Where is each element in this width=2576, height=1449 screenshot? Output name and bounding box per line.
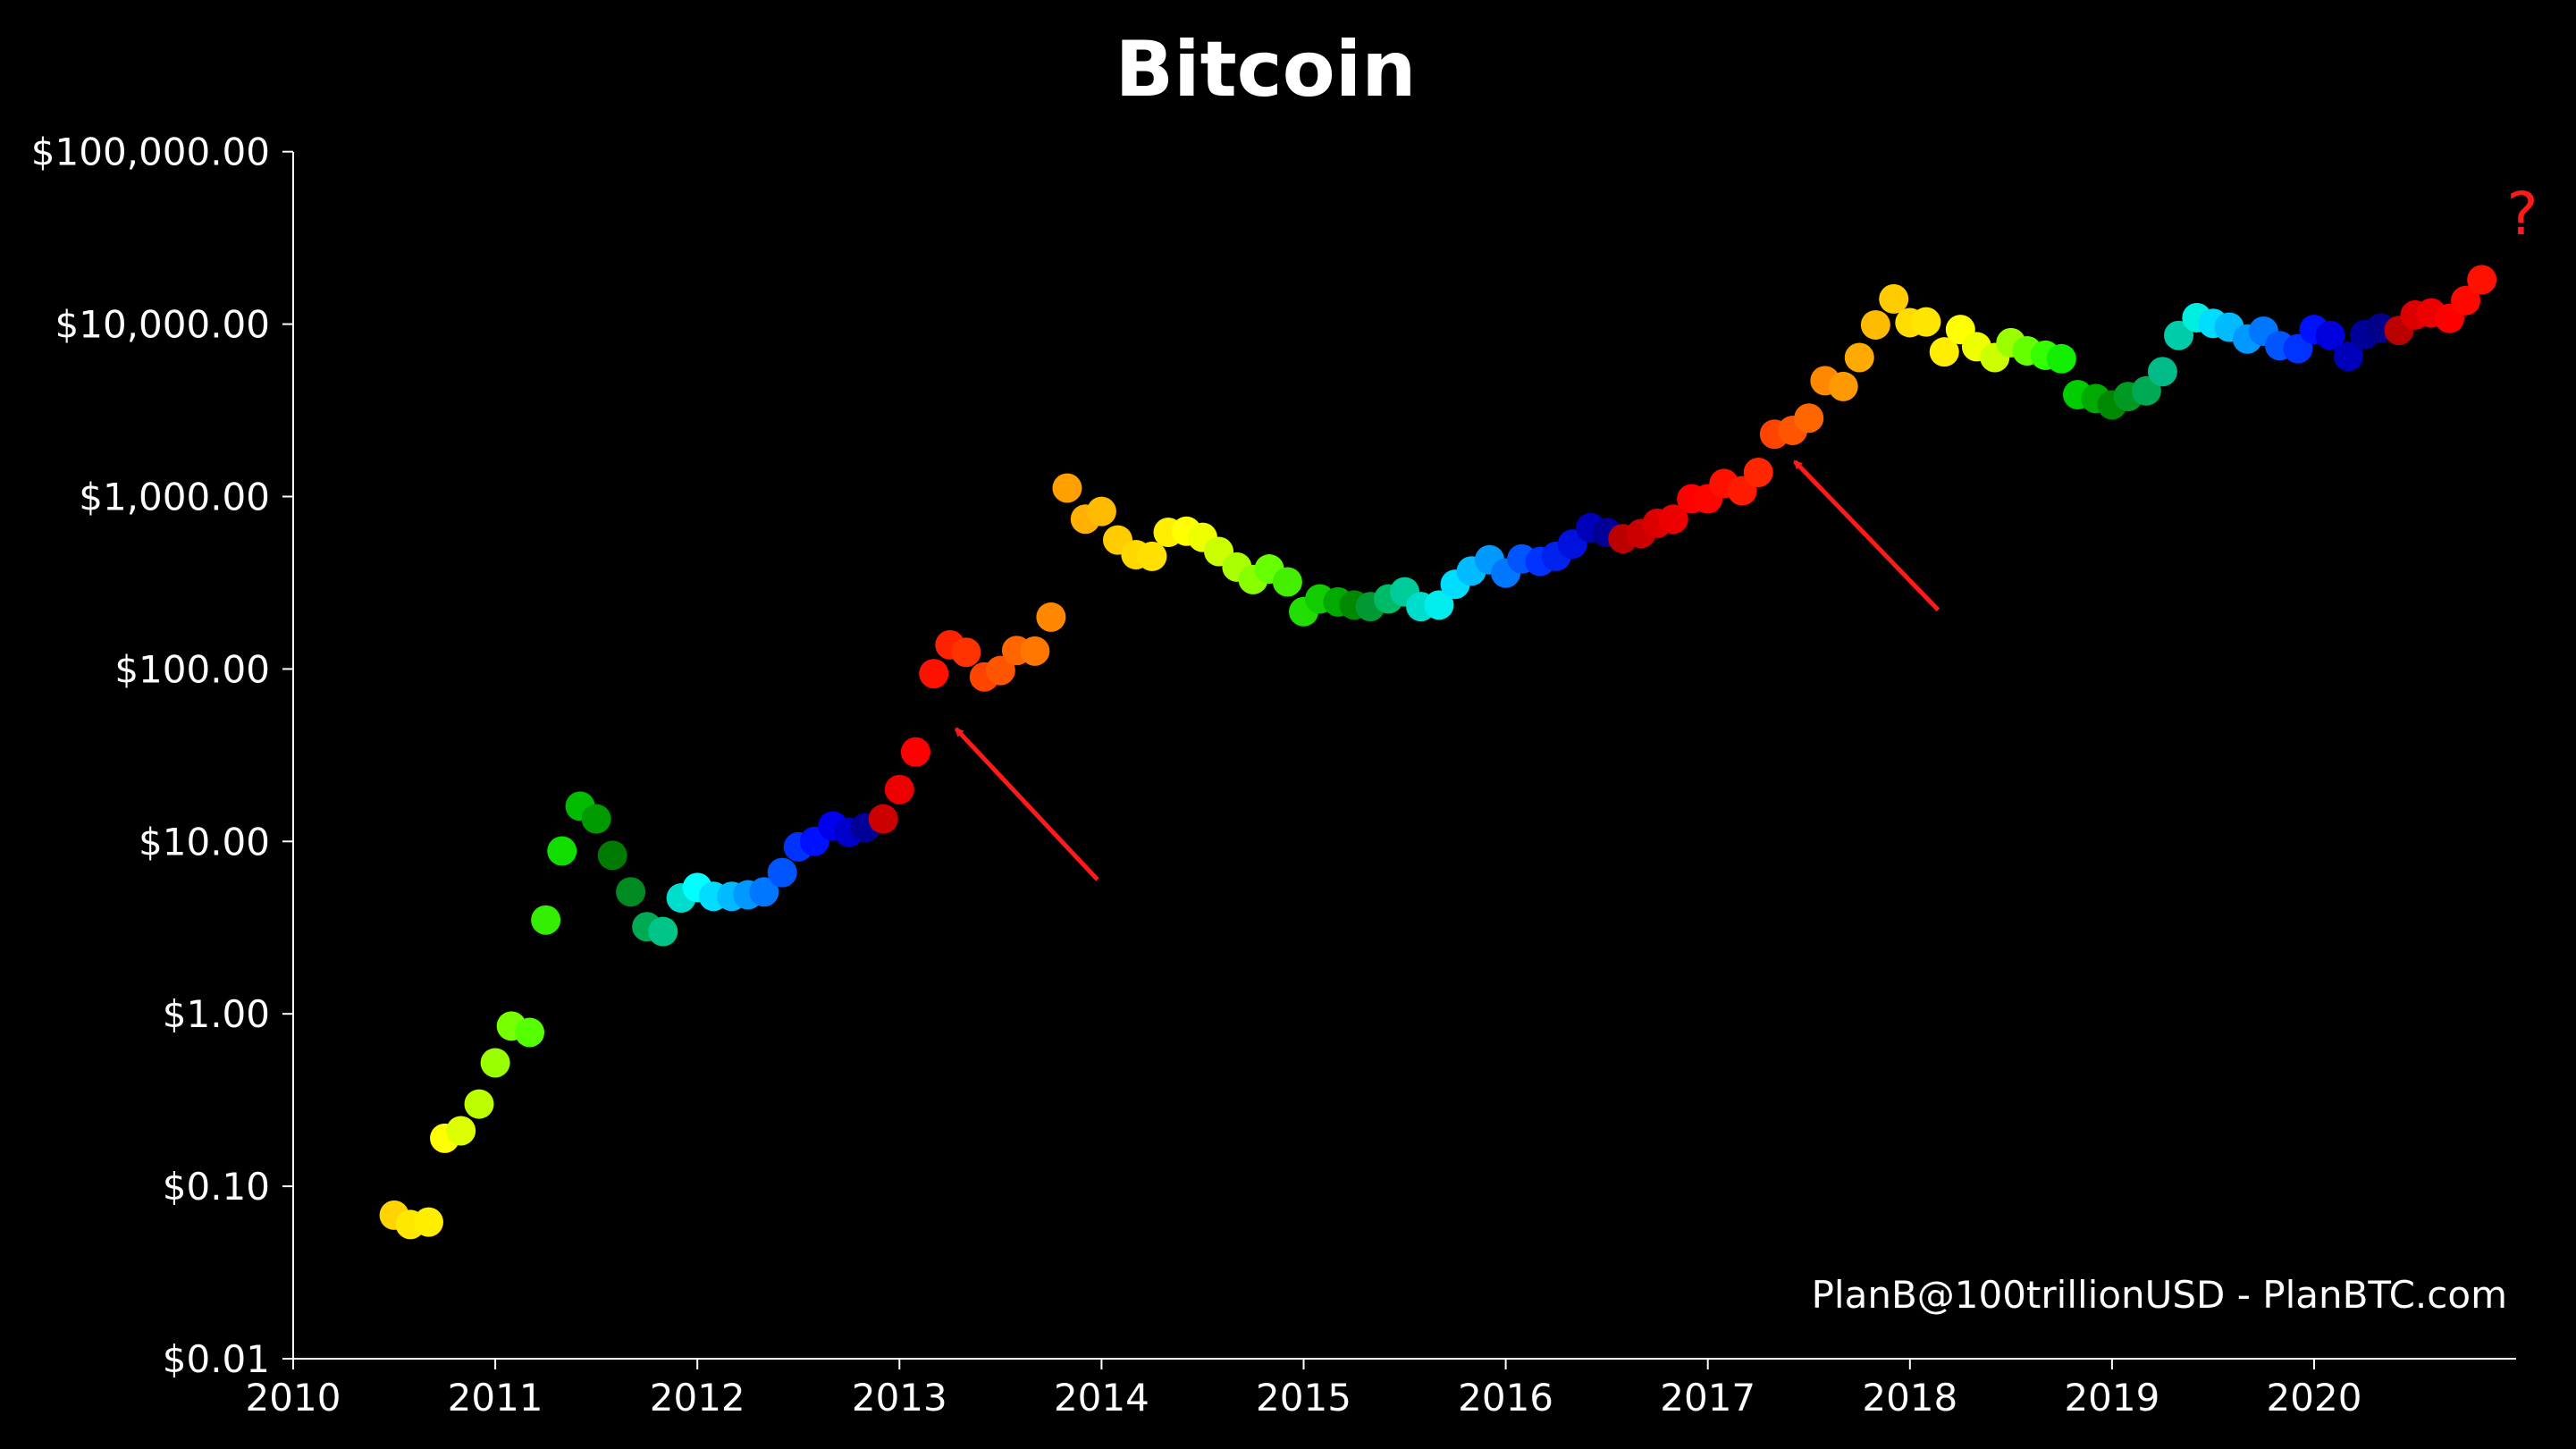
price-point: [648, 916, 678, 947]
price-point: [1658, 504, 1688, 535]
x-tick-label: 2015: [1256, 1376, 1351, 1420]
price-point: [900, 737, 930, 767]
price-point: [581, 804, 611, 834]
price-point: [597, 840, 627, 871]
price-point: [464, 1089, 494, 1119]
price-point: [2046, 343, 2076, 374]
price-point: [413, 1207, 443, 1237]
price-point: [1137, 541, 1167, 571]
price-point: [749, 877, 779, 907]
y-tick-label: $0.01: [163, 1337, 270, 1381]
price-point: [2467, 265, 2497, 295]
annotation-arrow: [954, 727, 1099, 881]
y-tick-label: $1,000.00: [79, 476, 270, 519]
price-point: [1036, 602, 1066, 632]
annotation-arrows: [954, 459, 1940, 881]
price-point: [884, 774, 914, 805]
price-point: [1424, 590, 1454, 620]
x-tick-label: 2012: [650, 1376, 745, 1420]
x-tick-label: 2017: [1660, 1376, 1755, 1420]
x-tick-label: 2019: [2064, 1376, 2159, 1420]
price-point: [1844, 342, 1874, 373]
price-point: [2131, 375, 2161, 406]
price-point: [2451, 285, 2481, 316]
price-point: [868, 804, 898, 834]
x-tick-label: 2010: [246, 1376, 341, 1420]
price-point: [1879, 283, 1909, 314]
y-tick-label: $10.00: [139, 820, 270, 864]
price-point: [1794, 403, 1824, 434]
y-tick-label: $1.00: [163, 992, 270, 1036]
price-point: [1929, 337, 1959, 367]
price-point: [1743, 458, 1773, 488]
price-point: [1828, 371, 1858, 401]
x-tick-label: 2011: [448, 1376, 543, 1420]
annotation-arrow: [1793, 459, 1940, 612]
price-point: [1860, 309, 1890, 340]
x-tick-label: 2018: [1862, 1376, 1957, 1420]
price-point: [951, 637, 981, 668]
price-point: [1052, 473, 1082, 503]
x-tick-label: 2014: [1054, 1376, 1149, 1420]
chart-title: Bitcoin: [1115, 25, 1417, 114]
price-point: [515, 1017, 545, 1048]
price-point: [2333, 341, 2363, 372]
price-point: [985, 655, 1015, 686]
price-point: [1911, 307, 1941, 337]
price-point: [1020, 636, 1050, 666]
price-point: [547, 836, 577, 866]
x-tick-label: 2013: [852, 1376, 947, 1420]
y-tick-label: $100.00: [114, 647, 270, 691]
price-point: [480, 1048, 510, 1078]
x-tick-label: 2020: [2267, 1376, 2362, 1420]
price-point: [919, 659, 949, 689]
price-point: [1272, 567, 1302, 597]
price-point: [2315, 320, 2345, 350]
y-tick-label: $0.10: [163, 1165, 270, 1209]
price-point: [2164, 320, 2194, 350]
price-point: [531, 905, 561, 935]
price-point: [1086, 496, 1116, 527]
price-point: [767, 857, 797, 888]
watermark-text: PlanB@100trillionUSD - PlanBTC.com: [1812, 1273, 2507, 1317]
x-tick-label: 2016: [1458, 1376, 1553, 1420]
price-point: [616, 877, 646, 907]
y-axis-ticks: $0.01 $0.10 $1.00 $10.00 $100.00 $1,000.00 $10…: [31, 131, 293, 1381]
data-points: [379, 265, 2497, 1240]
y-tick-label: $10,000.00: [55, 303, 270, 347]
price-point: [446, 1116, 476, 1146]
x-axis-ticks: 2010 2011 2012 2013 2014 2015 2016 2017 2018 2019…: [246, 1359, 2362, 1420]
question-mark-annotation: ?: [2506, 180, 2538, 249]
price-point: [2147, 357, 2177, 387]
y-tick-label: $100,000.00: [31, 131, 270, 174]
